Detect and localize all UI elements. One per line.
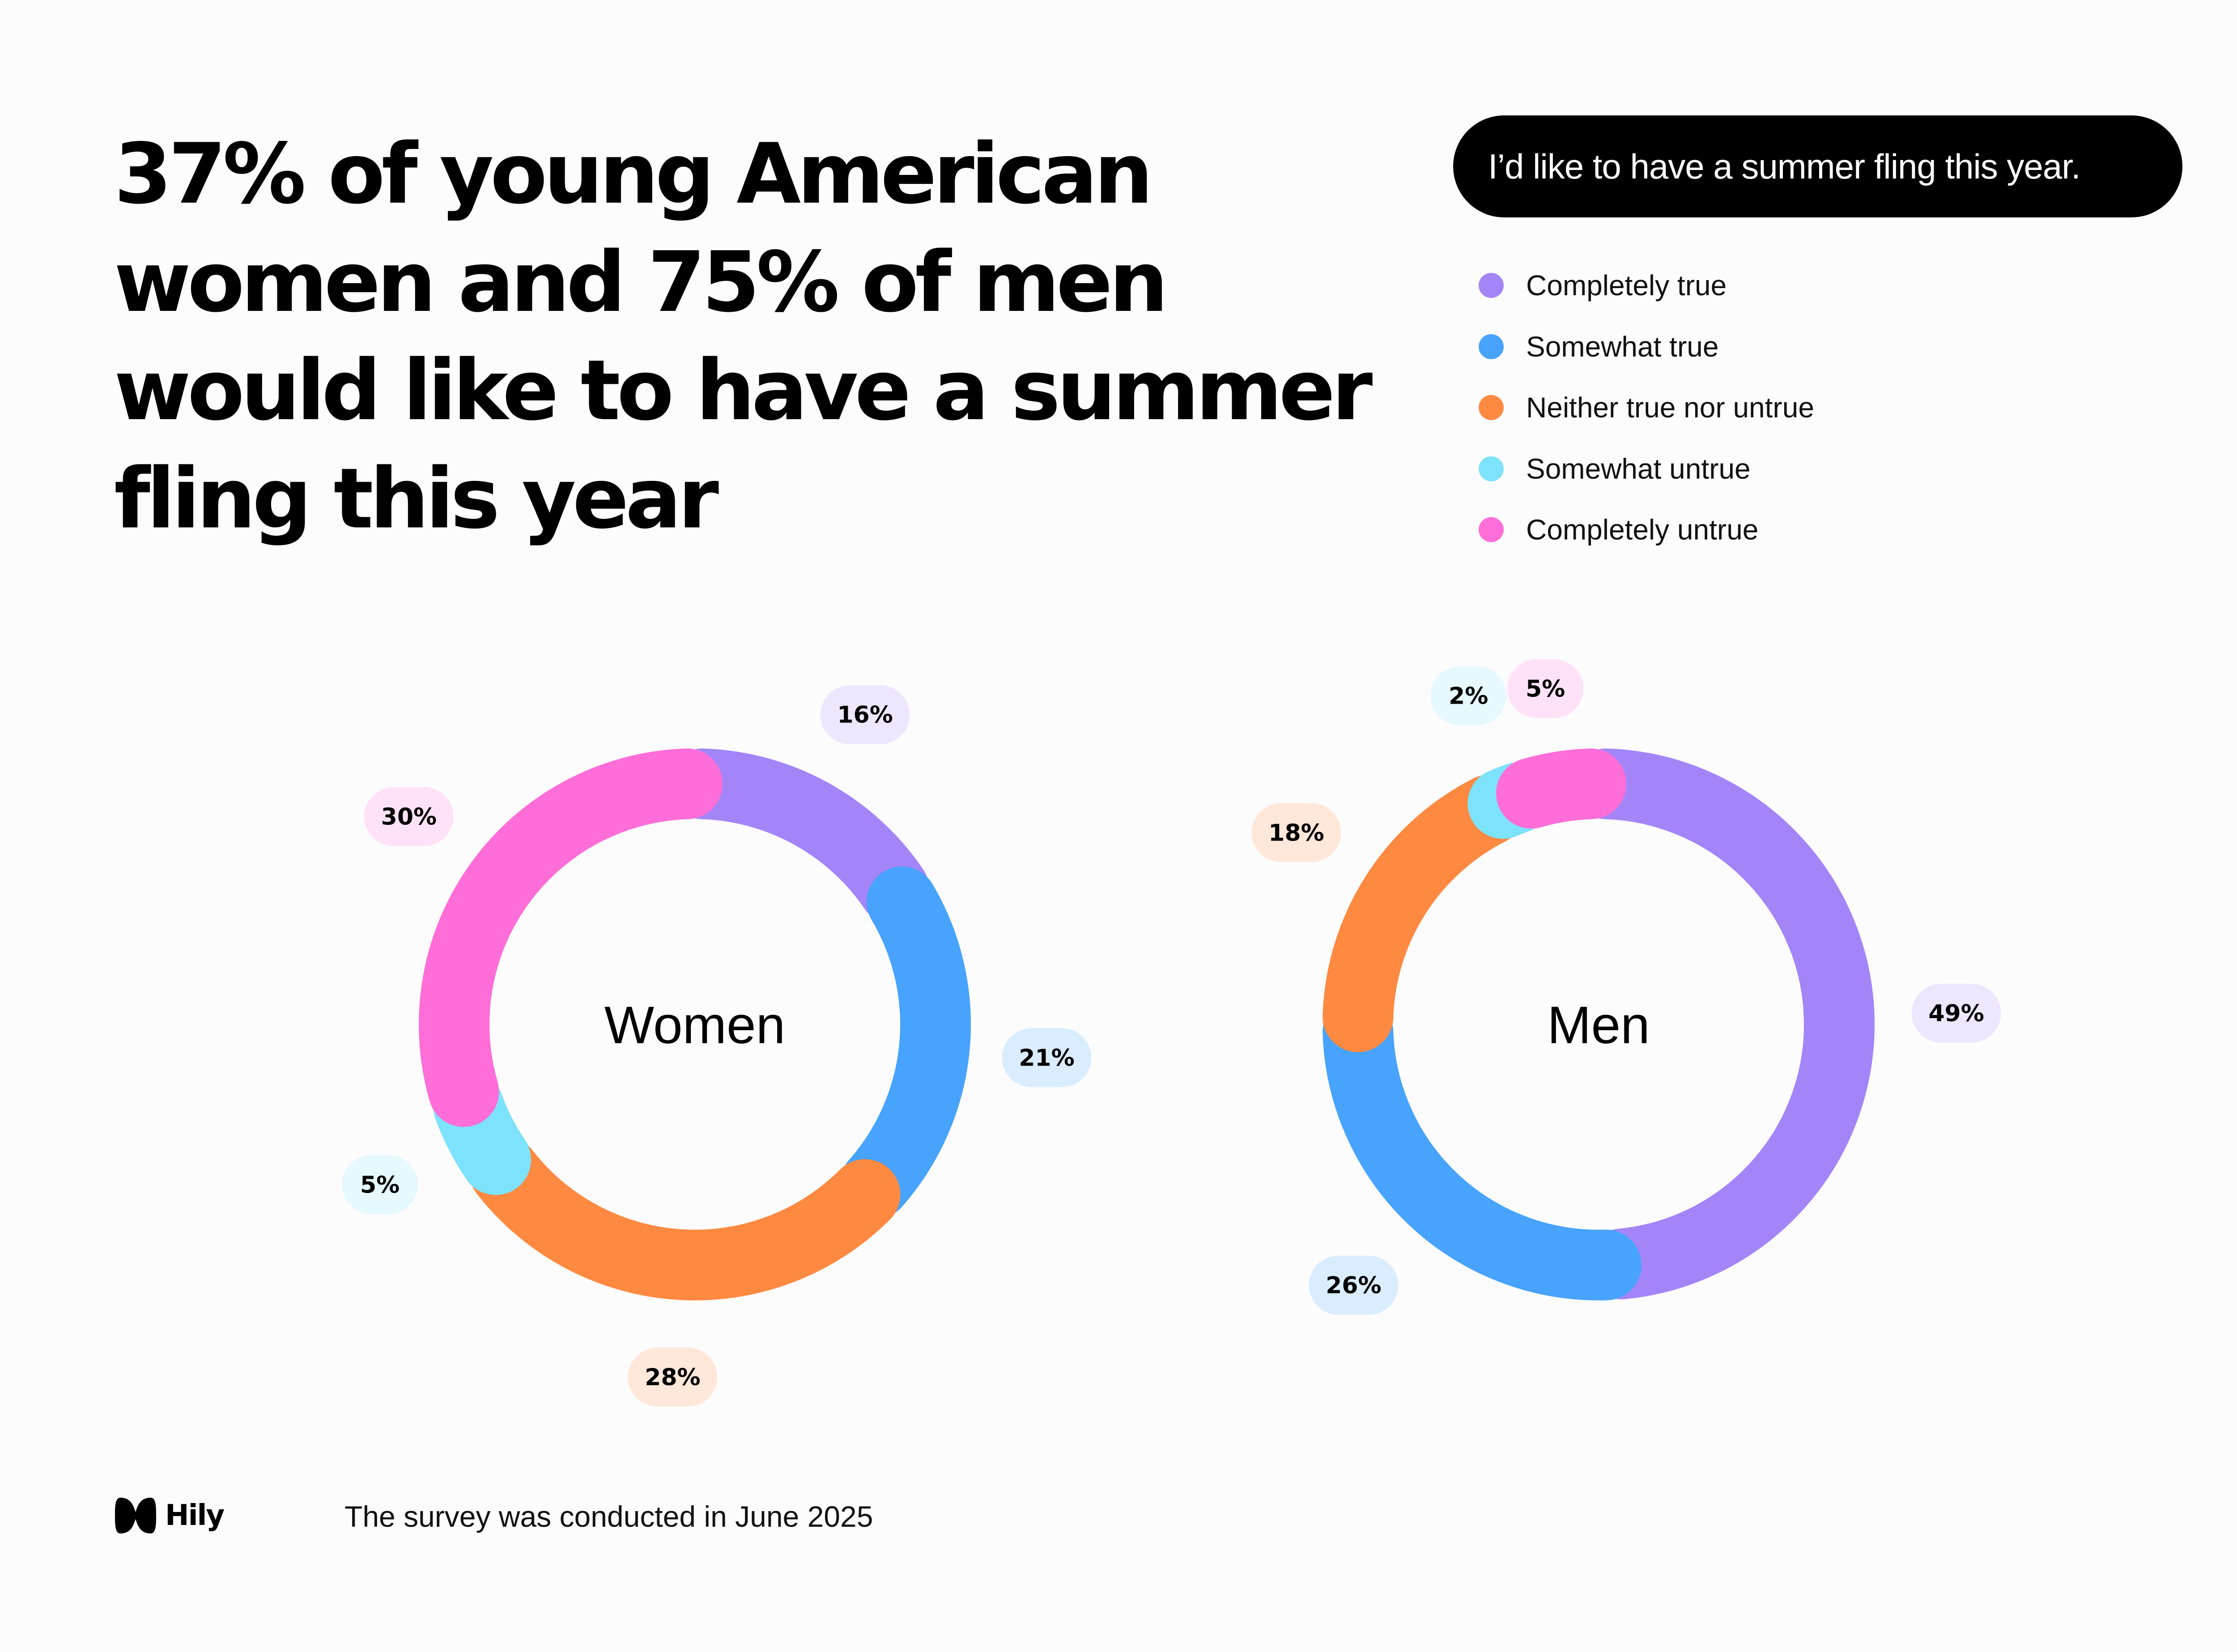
men-label-pill	[1507, 659, 1584, 718]
men-slice-somewhat-true	[1323, 996, 1642, 1300]
legend-label: Somewhat untrue	[1526, 452, 1751, 485]
legend-item-somewhat-untrue: Somewhat untrue	[1479, 438, 1814, 500]
hily-logo-icon	[115, 1498, 156, 1533]
women-label-completely-untrue: 30%	[364, 787, 454, 846]
men-center-label: Men	[1547, 996, 1650, 1055]
survey-footnote: The survey was conducted in June 2025	[344, 1500, 873, 1533]
women-label-text: 21%	[1019, 1045, 1074, 1071]
women-donut-chart: 16% 21% 28% 5% 30% Women	[342, 685, 1092, 1407]
legend-item-somewhat-true: Somewhat true	[1479, 316, 1814, 378]
legend-label: Neither true nor untrue	[1526, 391, 1814, 424]
question-banner: I’d like to have a summer fling this yea…	[1453, 115, 2182, 217]
men-label-text: 5%	[1526, 675, 1565, 702]
women-label-neither: 28%	[628, 1347, 718, 1407]
legend-swatch-neither	[1479, 395, 1504, 420]
men-label-somewhat-true: 26%	[1309, 1256, 1399, 1315]
women-label-pill	[342, 1155, 418, 1215]
men-label-completely-true: 49%	[1911, 983, 2001, 1043]
legend-item-neither: Neither true nor untrue	[1479, 377, 1814, 438]
legend-item-completely-untrue: Completely untrue	[1479, 499, 1814, 561]
men-label-somewhat-untrue: 2%	[1430, 666, 1507, 726]
men-label-text: 26%	[1326, 1272, 1381, 1299]
women-label-completely-true: 16%	[820, 685, 910, 744]
women-label-somewhat-true: 21%	[1002, 1028, 1092, 1087]
women-label-pill	[364, 787, 454, 846]
men-label-pill	[1430, 666, 1507, 726]
page-title: 37% of young American women and 75% of m…	[114, 125, 1373, 547]
men-label-pill	[1251, 803, 1341, 862]
legend-swatch-completely-untrue	[1479, 517, 1504, 543]
men-slice-completely-true	[1570, 748, 1875, 1300]
men-label-neither: 18%	[1251, 803, 1341, 862]
men-label-pill	[1309, 1256, 1399, 1315]
women-slice-neither	[469, 1136, 901, 1300]
men-slice-completely-untrue	[1496, 748, 1627, 829]
women-slice-somewhat-true	[840, 866, 971, 1219]
legend-label: Completely untrue	[1526, 514, 1759, 546]
legend-swatch-completely-true	[1479, 273, 1504, 298]
men-slice-neither	[1323, 774, 1525, 1053]
women-label-text: 28%	[645, 1364, 700, 1391]
women-label-pill	[820, 685, 910, 744]
legend-swatch-somewhat-untrue	[1479, 456, 1504, 481]
men-label-pill	[1911, 983, 2001, 1043]
legend-label: Completely true	[1526, 269, 1727, 302]
women-slice-completely-untrue	[419, 748, 723, 1127]
men-label-completely-untrue: 5%	[1507, 659, 1584, 718]
women-label-text: 5%	[360, 1172, 400, 1199]
question-text: I’d like to have a summer fling this yea…	[1488, 146, 2081, 186]
men-label-text: 18%	[1268, 820, 1324, 846]
men-donut-chart: 49% 26% 18% 2% 5% Men	[1251, 659, 2001, 1315]
legend-item-completely-true: Completely true	[1479, 255, 1814, 316]
women-label-somewhat-untrue: 5%	[342, 1155, 418, 1215]
women-center-label: Women	[604, 996, 785, 1055]
women-label-pill	[1002, 1028, 1092, 1087]
brand-name: Hily	[165, 1499, 225, 1532]
women-label-pill	[628, 1347, 718, 1407]
women-label-text: 16%	[837, 702, 893, 729]
men-label-text: 49%	[1928, 1000, 1984, 1027]
legend-label: Somewhat true	[1526, 330, 1719, 363]
brand-logo: Hily	[114, 1494, 225, 1537]
legend: Completely true Somewhat true Neither tr…	[1479, 255, 1814, 561]
women-label-text: 30%	[381, 804, 437, 831]
women-slice-completely-true	[667, 748, 929, 925]
legend-swatch-somewhat-true	[1479, 334, 1504, 359]
men-label-text: 2%	[1449, 683, 1488, 709]
